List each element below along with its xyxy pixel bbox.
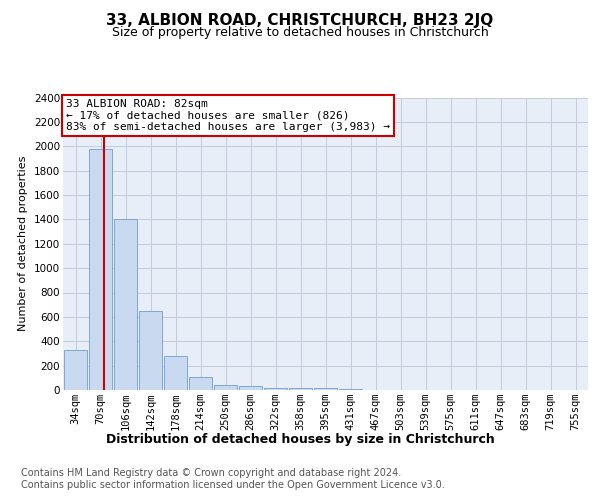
- Text: 33, ALBION ROAD, CHRISTCHURCH, BH23 2JQ: 33, ALBION ROAD, CHRISTCHURCH, BH23 2JQ: [106, 12, 494, 28]
- Bar: [314, 388, 337, 390]
- Bar: [239, 386, 262, 390]
- Bar: [289, 388, 312, 390]
- Bar: [189, 376, 212, 390]
- Bar: [214, 384, 237, 390]
- Bar: [64, 350, 87, 390]
- Bar: [164, 356, 187, 390]
- Bar: [89, 148, 112, 390]
- Bar: [114, 220, 137, 390]
- Bar: [264, 388, 287, 390]
- Text: Contains public sector information licensed under the Open Government Licence v3: Contains public sector information licen…: [21, 480, 445, 490]
- Bar: [139, 311, 162, 390]
- Text: Distribution of detached houses by size in Christchurch: Distribution of detached houses by size …: [106, 432, 494, 446]
- Text: Size of property relative to detached houses in Christchurch: Size of property relative to detached ho…: [112, 26, 488, 39]
- Y-axis label: Number of detached properties: Number of detached properties: [19, 156, 28, 332]
- Text: 33 ALBION ROAD: 82sqm
← 17% of detached houses are smaller (826)
83% of semi-det: 33 ALBION ROAD: 82sqm ← 17% of detached …: [65, 99, 389, 132]
- Text: Contains HM Land Registry data © Crown copyright and database right 2024.: Contains HM Land Registry data © Crown c…: [21, 468, 401, 477]
